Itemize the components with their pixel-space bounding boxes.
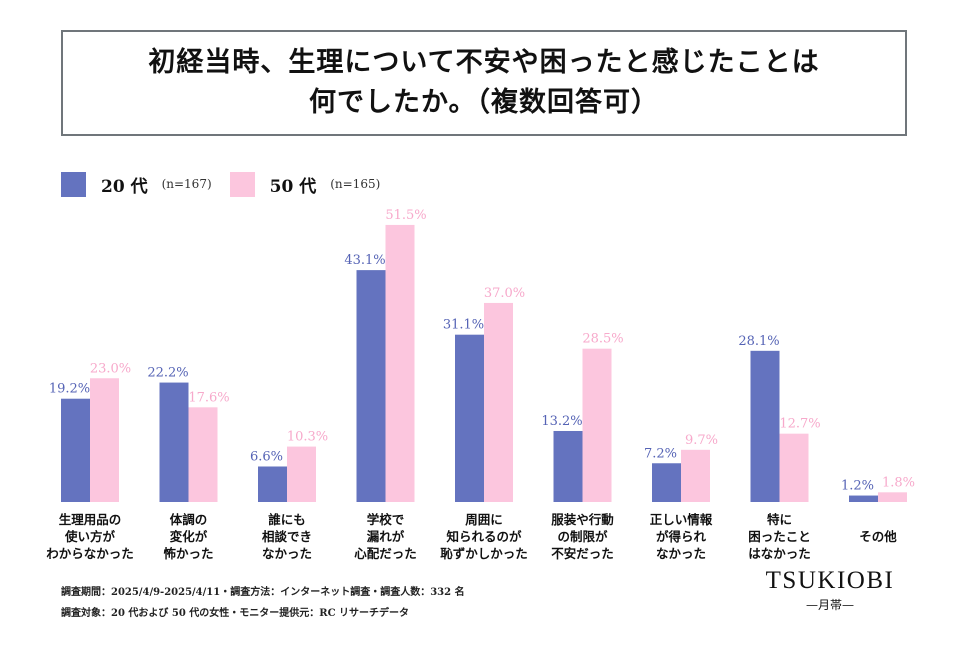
brand-logo: TSUKIOBI —月帯— xyxy=(750,566,910,614)
category-label: 誰にも 相談でき なかった xyxy=(261,512,312,561)
bar-20s xyxy=(258,466,287,502)
bar-20s xyxy=(455,334,484,502)
value-label-50s: 17.6% xyxy=(188,390,229,405)
legend-label-20s: 20 代 xyxy=(101,176,148,197)
bar-50s xyxy=(188,407,218,502)
value-label-50s: 9.7% xyxy=(685,433,718,448)
bar-50s xyxy=(385,224,415,502)
category-label: 正しい情報 が得られ なかった xyxy=(649,512,713,561)
category-label: 生理用品の 使い方が わからなかった xyxy=(46,512,134,561)
legend-swatch-50s xyxy=(229,171,255,197)
value-label-50s: 12.7% xyxy=(779,417,820,432)
bar-20s xyxy=(849,495,878,502)
value-label-20s: 1.2% xyxy=(841,479,874,494)
bar-50s xyxy=(779,433,809,502)
bar-20s xyxy=(553,430,583,502)
value-label-20s: 19.2% xyxy=(49,382,90,397)
value-label-50s: 1.8% xyxy=(882,475,915,490)
bar-20s xyxy=(356,270,386,502)
value-label-50s: 51.5% xyxy=(385,208,426,223)
category-label: 周囲に 知られるのが 恥ずかしかった xyxy=(440,512,528,561)
legend-item-20s: 20 代 (n=167) xyxy=(61,171,212,197)
footer-survey-period: 調査期間：2025/4/9-2025/4/11・調査方法：インターネット調査・調… xyxy=(61,587,465,598)
value-label-20s: 31.1% xyxy=(443,318,484,333)
legend: 20 代 (n=167) 50 代 (n=165) xyxy=(61,171,398,197)
bar-50s xyxy=(878,492,907,502)
brand-name: TSUKIOBI xyxy=(765,567,895,594)
legend-n-50s: (n=165) xyxy=(330,177,381,191)
value-label-50s: 28.5% xyxy=(582,332,623,347)
bar-50s xyxy=(681,449,710,502)
value-label-50s: 23.0% xyxy=(90,361,131,376)
bar-50s xyxy=(287,446,316,502)
category-label: 学校で 漏れが 心配だった xyxy=(354,512,417,561)
brand-subtitle: —月帯— xyxy=(805,598,854,612)
bar-50s xyxy=(484,302,513,502)
chart-title-line-1: 初経当時、生理について不安や困ったと感じたことは xyxy=(148,47,820,78)
title-box: 初経当時、生理について不安や困ったと感じたことは 何でしたか。（複数回答可） xyxy=(61,30,907,136)
value-label-20s: 13.2% xyxy=(541,414,582,429)
category-label: 体調の 変化が 怖かった xyxy=(163,512,214,561)
value-label-20s: 7.2% xyxy=(644,446,677,461)
value-label-20s: 43.1% xyxy=(344,253,385,268)
legend-label-50s: 50 代 xyxy=(269,176,317,197)
legend-swatch-20s xyxy=(61,171,86,197)
value-label-20s: 22.2% xyxy=(147,366,188,381)
bar-20s xyxy=(159,382,189,502)
category-label: 服装や行動 の制限が 不安だった xyxy=(551,512,614,561)
bar-20s xyxy=(61,398,90,502)
footer-survey-target: 調査対象：20 代および 50 代の女性・モニター提供元：RC リサーチデータ xyxy=(61,608,410,619)
category-label: 特に 困ったこと はなかった xyxy=(748,512,811,561)
bar-20s xyxy=(750,350,780,502)
chart-title-line-2: 何でしたか。（複数回答可） xyxy=(309,87,659,118)
value-label-20s: 28.1% xyxy=(738,334,779,349)
value-label-20s: 6.6% xyxy=(250,449,283,464)
value-label-50s: 37.0% xyxy=(484,286,525,301)
value-label-50s: 10.3% xyxy=(287,430,328,445)
legend-item-50s: 50 代 (n=165) xyxy=(229,171,381,197)
bar-50s xyxy=(582,348,612,502)
category-label: その他 xyxy=(859,529,897,544)
bar-50s xyxy=(90,378,119,502)
bar-20s xyxy=(652,463,681,502)
legend-n-20s: (n=167) xyxy=(161,177,212,191)
